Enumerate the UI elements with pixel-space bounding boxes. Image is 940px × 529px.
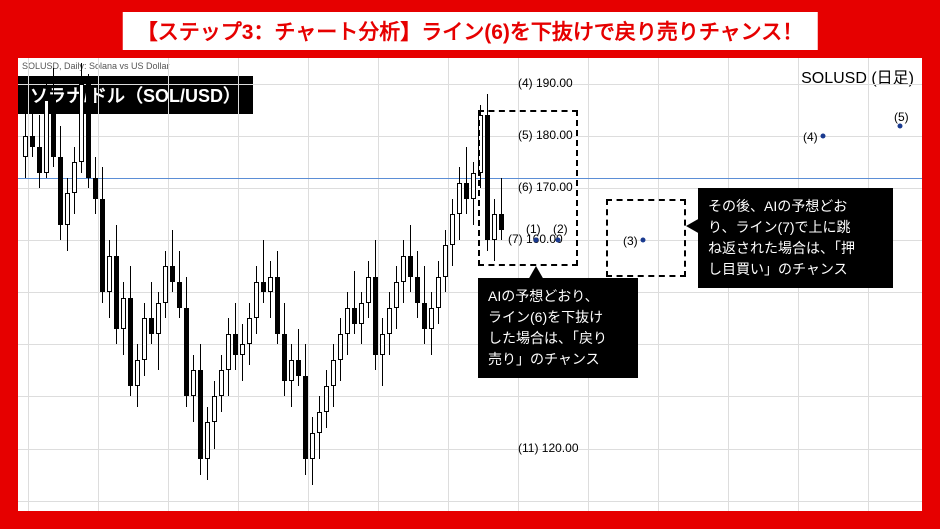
grid-line-v xyxy=(168,58,169,511)
page-title: 【ステップ3：チャート分析】ライン(6)を下抜けで戻り売りチャンス！ xyxy=(123,12,818,50)
grid-line-h xyxy=(18,84,922,85)
chart-info-text: SOLUSD, Daily: Solana vs US Dollar xyxy=(22,61,170,71)
forecast-dot xyxy=(821,134,826,139)
callout-box: その後、AIの予想どお り、ライン(7)で上に跳 ね返された場合は、「押 し目買… xyxy=(698,188,893,288)
grid-line-v xyxy=(658,58,659,511)
grid-line-h xyxy=(18,396,922,397)
price-level-label: (4) 190.00 xyxy=(518,76,573,90)
grid-line-v xyxy=(98,58,99,511)
forecast-dot xyxy=(898,123,903,128)
grid-line-h xyxy=(18,501,922,502)
highlight-box xyxy=(606,199,686,277)
callout-box: AIの予想どおり、 ライン(6)を下抜け した場合は、「戻り 売り」のチャンス xyxy=(478,278,638,378)
grid-line-h xyxy=(18,449,922,450)
chart-area: SOLUSD, Daily: Solana vs US Dollar ソラナ/ド… xyxy=(18,58,922,511)
grid-line-v xyxy=(448,58,449,511)
grid-line-v xyxy=(308,58,309,511)
callout-tail xyxy=(686,218,700,234)
grid-line-v xyxy=(238,58,239,511)
highlight-box xyxy=(478,110,578,266)
horizontal-line xyxy=(18,178,922,179)
grid-line-v xyxy=(378,58,379,511)
grid-line-v xyxy=(28,58,29,511)
price-level-label: (11) 120.00 xyxy=(518,441,579,455)
grid-line-h xyxy=(18,344,922,345)
forecast-dot-label: (5) xyxy=(894,110,909,124)
grid-line-h xyxy=(18,136,922,137)
grid-line-h xyxy=(18,292,922,293)
callout-tail xyxy=(528,266,544,280)
forecast-dot-label: (4) xyxy=(803,130,818,144)
